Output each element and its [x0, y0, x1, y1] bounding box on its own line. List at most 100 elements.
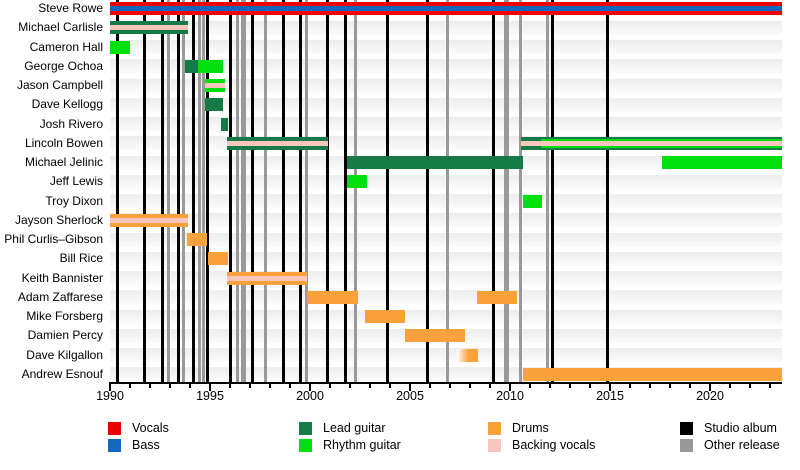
member-name: Jeff Lewis	[49, 174, 103, 189]
member-tenure-bar	[185, 59, 198, 73]
studio-album-line	[298, 0, 302, 382]
minor-tick	[449, 384, 451, 388]
member-tenure-bar	[110, 21, 188, 35]
member-name: Josh Rivero	[39, 116, 103, 131]
studio-album-line	[205, 0, 209, 382]
vocals-legend-swatch	[108, 422, 121, 435]
member-name: Michael Jelinic	[24, 155, 103, 170]
secondary-role-stripe	[110, 6, 782, 11]
member-name: Michael Carlisle	[18, 20, 103, 35]
member-name: Dave Kilgallon	[26, 347, 103, 362]
major-tick	[609, 384, 611, 391]
minor-tick	[569, 384, 571, 388]
minor-tick	[549, 384, 551, 388]
studio-album-line	[425, 0, 429, 382]
other-release-line	[166, 0, 170, 382]
other-release-line	[240, 0, 246, 382]
member-tenure-bar	[405, 329, 465, 343]
major-tick	[409, 384, 411, 391]
studio-album-line	[550, 0, 554, 382]
member-tenure-bar	[227, 136, 328, 150]
major-tick	[209, 384, 211, 391]
minor-tick	[769, 384, 771, 388]
member-name: Lincoln Bowen	[24, 135, 103, 150]
minor-tick	[249, 384, 251, 388]
x-tick-label: 2005	[396, 389, 424, 403]
member-tenure-bar	[523, 194, 542, 208]
member-name: Dave Kellogg	[31, 97, 103, 112]
other-release-line	[518, 0, 522, 382]
studio-album-line	[228, 0, 232, 382]
member-name: Adam Zaffarese	[17, 289, 103, 304]
member-tenure-bar	[365, 310, 405, 324]
major-tick	[309, 384, 311, 391]
minor-tick	[329, 384, 331, 388]
member-tenure-bar	[208, 252, 228, 266]
x-axis-line	[109, 382, 782, 384]
x-tick-label: 2015	[596, 389, 624, 403]
minor-tick	[529, 384, 531, 388]
member-name: Keith Bannister	[21, 270, 103, 285]
minor-tick	[269, 384, 271, 388]
legend-label: Studio album	[704, 421, 777, 435]
member-tenure-bar	[347, 175, 367, 189]
legend-label: Rhythm guitar	[323, 438, 401, 452]
member-tenure-bar	[541, 136, 782, 150]
member-tenure-bar	[477, 290, 517, 304]
member-tenure-bar	[198, 59, 223, 73]
member-name: Andrew Esnouf	[21, 366, 103, 381]
member-name: Phil Curlis–Gibson	[4, 232, 103, 247]
minor-tick	[729, 384, 731, 388]
studio-album-line	[491, 0, 495, 382]
studio-album-line	[191, 0, 195, 382]
major-tick	[109, 384, 111, 391]
member-name: Jayson Sherlock	[14, 212, 103, 227]
member-name: Troy Dixon	[45, 193, 103, 208]
minor-tick	[689, 384, 691, 388]
member-name: George Ochoa	[24, 58, 103, 73]
legend-label: Vocals	[132, 421, 169, 435]
minor-tick	[389, 384, 391, 388]
lead_guitar-legend-swatch	[299, 422, 312, 435]
secondary-role-stripe	[110, 25, 188, 31]
minor-tick	[429, 384, 431, 388]
other-release-line	[201, 0, 205, 382]
secondary-role-stripe	[110, 217, 188, 223]
legend-label: Other release	[704, 438, 780, 452]
secondary-role-stripe	[521, 140, 541, 146]
member-name: Cameron Hall	[29, 39, 103, 54]
bass-legend-swatch	[108, 439, 121, 452]
backing-vocals-stripe	[541, 140, 782, 146]
secondary-role-stripe	[205, 83, 225, 89]
minor-tick	[169, 384, 171, 388]
studio-album-line	[160, 0, 164, 382]
minor-tick	[669, 384, 671, 388]
minor-tick	[289, 384, 291, 388]
minor-tick	[589, 384, 591, 388]
minor-tick	[189, 384, 191, 388]
studio-album-line	[250, 0, 254, 382]
backing_vocals-legend-swatch	[488, 439, 501, 452]
minor-tick	[349, 384, 351, 388]
minor-tick	[469, 384, 471, 388]
other-release-line	[445, 0, 449, 382]
legend-label: Bass	[132, 438, 160, 452]
studio_album-legend-swatch	[680, 422, 693, 435]
legend-label: Backing vocals	[512, 438, 596, 452]
minor-tick	[649, 384, 651, 388]
x-tick-label: 1990	[96, 389, 124, 403]
other-release-line	[235, 0, 239, 382]
member-tenure-bar	[110, 213, 188, 227]
drums-legend-swatch	[488, 422, 501, 435]
other-release-line	[197, 0, 201, 382]
other-release-line	[304, 0, 308, 382]
member-tenure-bar	[110, 2, 782, 15]
studio-album-line	[115, 0, 119, 382]
member-tenure-bar	[521, 136, 541, 150]
x-tick-label: 2020	[696, 389, 724, 403]
other_release-legend-swatch	[680, 439, 693, 452]
x-tick-label: 2010	[496, 389, 524, 403]
